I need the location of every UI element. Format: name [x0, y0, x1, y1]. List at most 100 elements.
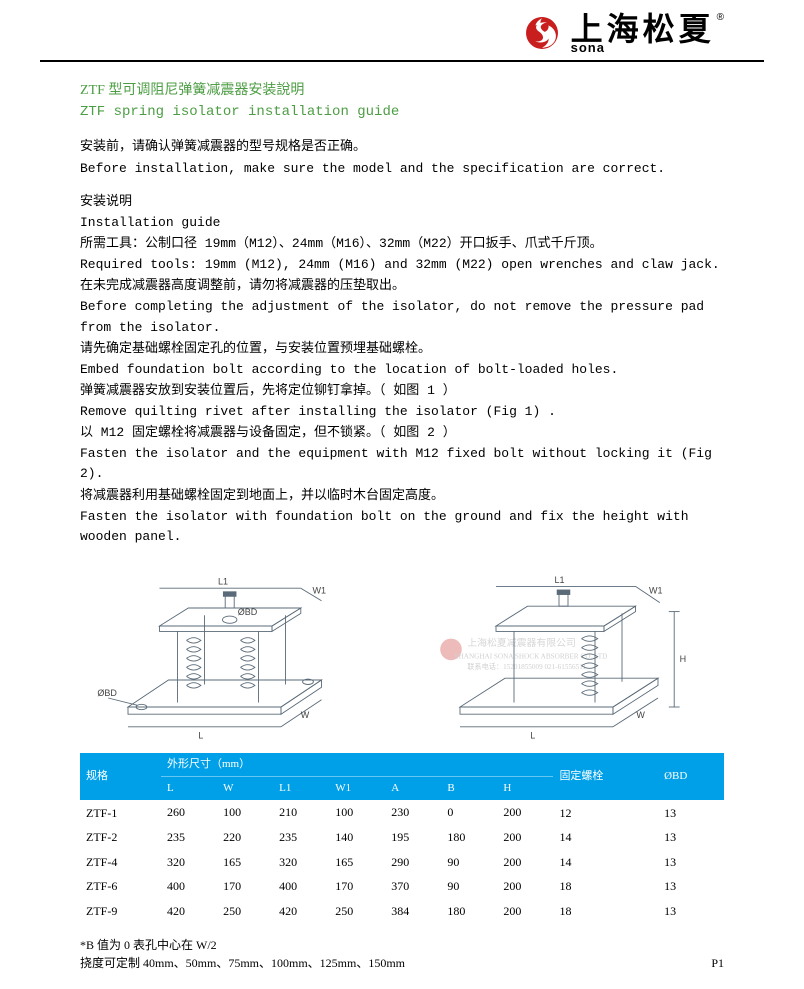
table-cell: 180	[441, 899, 497, 924]
svg-text:ØBD: ØBD	[97, 688, 117, 698]
table-cell: 384	[385, 899, 441, 924]
table-cell: 200	[497, 850, 553, 875]
table-cell: 140	[329, 825, 385, 850]
table-cell: 170	[217, 874, 273, 899]
table-subheader-cell: W1	[329, 777, 385, 801]
brand-logo-wrap: 上海松夏® sona	[521, 12, 724, 54]
table-cell: 170	[329, 874, 385, 899]
table-cell: 195	[385, 825, 441, 850]
table-cell: 200	[497, 825, 553, 850]
trademark-symbol: ®	[717, 12, 724, 23]
table-cell: 210	[273, 800, 329, 825]
table-cell: 0	[441, 800, 497, 825]
table-cell: 14	[553, 825, 658, 850]
footer-row: 挠度可定制 40mm、50mm、75mm、100mm、125mm、150mm P…	[80, 954, 724, 973]
table-cell: ZTF-2	[80, 825, 161, 850]
table-cell: 100	[217, 800, 273, 825]
body-line: Fasten the isolator and the equipment wi…	[80, 444, 724, 484]
body-line: 请先确定基础螺栓固定孔的位置，与安装位置预埋基础螺栓。	[80, 339, 724, 359]
table-cell: ZTF-9	[80, 899, 161, 924]
table-subheader-cell: L	[161, 777, 217, 801]
table-subheader-cell: L1	[273, 777, 329, 801]
table-cell: 420	[273, 899, 329, 924]
table-cell: 165	[217, 850, 273, 875]
table-body: ZTF-126010021010023002001213ZTF-22352202…	[80, 800, 724, 923]
svg-text:W: W	[301, 710, 310, 720]
table-cell: 13	[658, 800, 724, 825]
svg-text:W: W	[636, 710, 645, 720]
page-header: 上海松夏® sona	[40, 0, 764, 62]
table-cell: 100	[329, 800, 385, 825]
table-header-cell: 固定螺栓	[553, 753, 658, 800]
table-cell: ZTF-4	[80, 850, 161, 875]
table-subheader-cell: W	[217, 777, 273, 801]
svg-text:L1: L1	[555, 575, 565, 585]
table-cell: 90	[441, 850, 497, 875]
body-line: 安装前，请确认弹簧减震器的型号规格是否正确。	[80, 137, 724, 157]
table-cell: 90	[441, 874, 497, 899]
document-content: ZTF 型可调阻尼弹簧减震器安装說明 ZTF spring isolator i…	[0, 80, 804, 973]
table-cell: 180	[441, 825, 497, 850]
table-cell: 200	[497, 899, 553, 924]
table-cell: 250	[217, 899, 273, 924]
table-cell: 250	[329, 899, 385, 924]
table-cell: 13	[658, 899, 724, 924]
svg-text:W1: W1	[649, 586, 663, 596]
table-header-cell: 规格	[80, 753, 161, 800]
table-row: ZTF-22352202351401951802001413	[80, 825, 724, 850]
table-cell: 18	[553, 899, 658, 924]
body-line: 在未完成减震器高度调整前，请勿将减震器的压垫取出。	[80, 276, 724, 296]
table-header-cell: ØBD	[658, 753, 724, 800]
footnote-2: 挠度可定制 40mm、50mm、75mm、100mm、125mm、150mm	[80, 954, 405, 973]
table-cell: 18	[553, 874, 658, 899]
table-cell: 260	[161, 800, 217, 825]
table-cell: 230	[385, 800, 441, 825]
table-cell: 420	[161, 899, 217, 924]
table-cell: 12	[553, 800, 658, 825]
table-cell: 13	[658, 850, 724, 875]
table-cell: 235	[161, 825, 217, 850]
figure-2: 上海松夏减震器有限公司 SHANGHAI SONA SHOCK ABSORBER…	[412, 563, 724, 743]
table-cell: 13	[658, 874, 724, 899]
table-cell: 200	[497, 874, 553, 899]
svg-text:L: L	[530, 731, 535, 741]
table-cell: 200	[497, 800, 553, 825]
svg-text:W1: W1	[313, 586, 327, 596]
body-line: Installation guide	[80, 213, 724, 233]
table-cell: ZTF-1	[80, 800, 161, 825]
body-line: 安装说明	[80, 192, 724, 212]
body-line: 以 M12 固定螺栓将减震器与设备固定，但不锁紧。（ 如图 2 ）	[80, 423, 724, 443]
table-subheader-cell: A	[385, 777, 441, 801]
table-cell: 320	[273, 850, 329, 875]
figure-1: L1 W1 ØBD ØBD L W	[80, 563, 392, 743]
table-cell: 165	[329, 850, 385, 875]
table-subheader-cell: B	[441, 777, 497, 801]
table-row: ZTF-6400170400170370902001813	[80, 874, 724, 899]
footnote-1: *B 值为 0 表孔中心在 W/2	[80, 936, 724, 955]
body-line: Remove quilting rivet after installing t…	[80, 402, 724, 422]
svg-text:L1: L1	[218, 577, 228, 587]
brand-english: sona	[571, 41, 605, 54]
svg-text:联系电话：15201855009 021-61556511: 联系电话：15201855009 021-61556511	[467, 662, 586, 671]
technical-diagrams: L1 W1 ØBD ØBD L W 上海松夏减震器有限公司 SHANGHAI S…	[80, 563, 724, 743]
body-line: 所需工具：公制口径 19mm（M12）、24mm（M16）、32mm（M22）开…	[80, 234, 724, 254]
svg-text:上海松夏减震器有限公司: 上海松夏减震器有限公司	[467, 636, 576, 649]
body-line: 弹簧减震器安放到安装位置后，先将定位铆钉拿掉。（ 如图 1 ）	[80, 381, 724, 401]
table-cell: 235	[273, 825, 329, 850]
table-row: ZTF-4320165320165290902001413	[80, 850, 724, 875]
svg-text:ØBD: ØBD	[238, 607, 258, 617]
table-cell: 400	[273, 874, 329, 899]
body-line: Fasten the isolator with foundation bolt…	[80, 507, 724, 547]
table-cell: 370	[385, 874, 441, 899]
table-header-cell: 外形尺寸（mm）	[161, 753, 553, 777]
table-cell: 400	[161, 874, 217, 899]
table-subheader-cell: H	[497, 777, 553, 801]
table-cell: 220	[217, 825, 273, 850]
table-cell: ZTF-6	[80, 874, 161, 899]
body-line: 将减震器利用基础螺栓固定到地面上，并以临时木台固定高度。	[80, 486, 724, 506]
title-english: ZTF spring isolator installation guide	[80, 102, 724, 124]
svg-text:H: H	[680, 654, 687, 664]
table-header: 规格外形尺寸（mm）固定螺栓ØBD LWL1W1ABH	[80, 753, 724, 800]
page-number: P1	[711, 954, 724, 973]
specification-table: 规格外形尺寸（mm）固定螺栓ØBD LWL1W1ABH ZTF-12601002…	[80, 753, 724, 924]
